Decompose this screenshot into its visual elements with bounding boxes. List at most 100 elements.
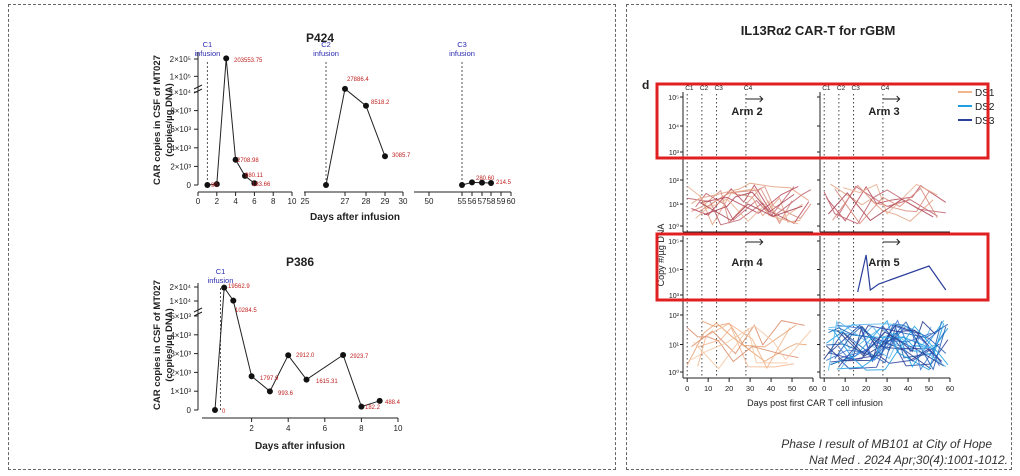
p386-data-point	[230, 297, 237, 304]
p424-x-tick-label: 60	[507, 197, 516, 206]
data-trace	[828, 323, 947, 368]
p424-y-tick-label: 2×10³	[170, 162, 191, 171]
data-trace	[838, 324, 930, 367]
p424-x-tick-label: 6	[252, 197, 257, 206]
p386-value-label: 182.2	[365, 405, 381, 411]
highlight-box-arms-2-3	[655, 82, 990, 160]
data-trace	[699, 185, 812, 220]
cycle-label: C2	[837, 85, 846, 92]
x-tick-label: 40	[767, 384, 775, 393]
p386-value-label: 1797.9	[260, 376, 279, 382]
data-trace	[693, 327, 788, 370]
p424-x-tick-label: 4	[233, 197, 238, 206]
cycle-label: C3	[715, 85, 724, 92]
p424-value-label: 2708.98	[237, 158, 259, 164]
p424-x-tick-label: 55	[458, 197, 467, 206]
x-tick-label: 40	[904, 384, 912, 393]
p386-x-tick-label: 4	[286, 424, 291, 433]
p386-y-tick-label: 4×10³	[170, 331, 191, 340]
x-tick-label: 30	[746, 384, 754, 393]
log-y-tick-label: 10⁵	[668, 95, 679, 102]
p386-value-label: 993.6	[278, 391, 294, 397]
cycle-label: C4	[744, 85, 753, 92]
p424-series-line	[461, 181, 492, 186]
p424-infusion-label: infusion	[313, 49, 339, 58]
p424-value-label: 280.60	[476, 176, 495, 182]
cycle-label: C1	[685, 85, 694, 92]
p424-data-point	[469, 179, 475, 186]
legend-label: DS1	[975, 88, 995, 99]
data-trace	[825, 324, 921, 362]
log-y-tick-label: 10²	[669, 313, 680, 320]
data-trace	[826, 321, 947, 371]
p424-xlabel: Days after infusion	[310, 212, 400, 223]
p424-infusion-label: C2	[321, 40, 331, 49]
cycle-label: C2	[700, 85, 709, 92]
data-trace	[832, 325, 949, 371]
cycle-arrowhead	[896, 238, 901, 246]
p424-value-label: 3085.7	[392, 153, 411, 159]
p424-x-tick-label: 2	[215, 197, 220, 206]
p424-data-point	[479, 179, 485, 186]
p424-y-tick-label: 1×10⁵	[170, 72, 191, 81]
data-trace	[687, 189, 812, 226]
data-trace	[686, 327, 799, 363]
data-trace	[701, 185, 799, 214]
p386-y-tick-label: 1×10⁴	[170, 297, 192, 306]
p424-data-point	[363, 102, 369, 109]
x-tick-label: 30	[883, 384, 891, 393]
p386-y-tick-label: 0	[187, 406, 192, 415]
legend-label: DS2	[975, 102, 995, 113]
log-y-tick-label: 10⁰	[668, 223, 679, 231]
log-y-tick-label: 10¹	[669, 202, 680, 209]
data-trace	[823, 189, 946, 225]
p424-value-label: 8518.2	[371, 100, 390, 106]
p424-series-line	[325, 87, 386, 186]
arm-label: Arm 2	[731, 106, 762, 118]
p424-value-label: 90	[211, 183, 218, 189]
p386-infusion-label: C1	[216, 267, 226, 276]
p424-x-tick-label: 27	[341, 197, 350, 206]
p386-data-point	[340, 352, 347, 359]
p386-xlabel: Days after infusion	[255, 441, 345, 452]
p386-y-tick-label: 2×10³	[170, 368, 191, 377]
p424-x-tick-label: 57	[478, 197, 487, 206]
p386-y-tick-label: 5×10³	[170, 312, 191, 321]
p424-value-label: 980.11	[245, 173, 264, 179]
p386-data-point	[248, 373, 255, 380]
highlight-box-arms-4-5	[655, 232, 990, 302]
p386-infusion-label: infusion	[208, 276, 234, 285]
p424-series-line	[207, 58, 255, 186]
cycle-arrowhead	[759, 95, 764, 103]
log-y-tick-label: 10⁴	[668, 268, 679, 275]
p424-y-tick-label: 1×10⁴	[170, 88, 192, 97]
p386-title: P386	[286, 255, 314, 269]
x-tick-label: 20	[725, 384, 733, 393]
p424-y-tick-label: 8×10³	[170, 107, 191, 116]
p424-data-point	[382, 153, 388, 160]
p386-x-tick-label: 8	[359, 424, 364, 433]
x-tick-label: 0	[822, 384, 826, 393]
p424-x-tick-label: 0	[196, 197, 201, 206]
x-tick-label: 50	[925, 384, 933, 393]
data-trace	[836, 319, 940, 366]
p424-x-tick-label: 59	[497, 197, 506, 206]
p424-x-tick-label: 30	[399, 197, 408, 206]
p424-x-tick-label: 10	[288, 197, 297, 206]
p386-x-tick-label: 6	[323, 424, 328, 433]
p424-data-point	[204, 182, 211, 188]
data-trace	[834, 187, 938, 225]
left-panel	[8, 4, 616, 470]
x-tick-label: 10	[704, 384, 712, 393]
p386-data-point	[212, 407, 218, 413]
p424-data-point	[488, 180, 494, 187]
x-tick-label: 60	[809, 384, 817, 393]
arm-label: Arm 4	[731, 257, 763, 269]
p424-value-label: 203553.75	[234, 58, 263, 64]
p424-x-tick-label: 29	[381, 197, 390, 206]
x-tick-label: 50	[788, 384, 796, 393]
p424-y-tick-label: 4×10³	[170, 144, 191, 153]
arm-label: Arm 5	[868, 257, 899, 269]
p386-ylabel-line2: (copies/µg DNA)	[164, 308, 175, 382]
